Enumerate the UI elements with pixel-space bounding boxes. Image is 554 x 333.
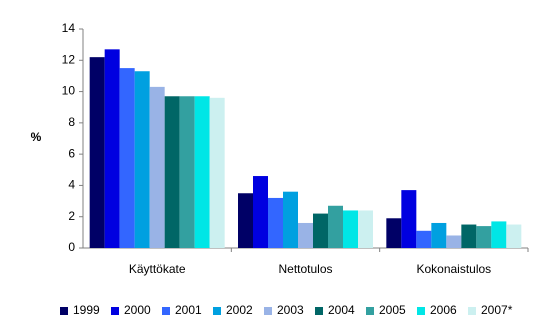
legend-label: 2004 bbox=[328, 303, 355, 317]
bar bbox=[104, 49, 120, 249]
legend-swatch bbox=[315, 307, 323, 315]
bar bbox=[431, 222, 447, 248]
bar bbox=[179, 96, 195, 248]
bar bbox=[194, 96, 210, 248]
legend-label: 2003 bbox=[277, 303, 304, 317]
legend-label: 2005 bbox=[379, 303, 406, 317]
bar bbox=[209, 97, 225, 248]
bar bbox=[328, 205, 343, 248]
bar bbox=[446, 235, 462, 248]
legend-label: 2002 bbox=[226, 303, 253, 317]
bar bbox=[461, 224, 477, 248]
bar bbox=[238, 193, 253, 248]
bar bbox=[491, 221, 507, 248]
bar bbox=[164, 96, 180, 248]
y-tick-label: 8 bbox=[68, 115, 75, 129]
legend-label: 2006 bbox=[430, 303, 457, 317]
legend-swatch bbox=[111, 307, 119, 315]
y-tick-label: 2 bbox=[68, 209, 75, 223]
legend-label: 1999 bbox=[73, 303, 100, 317]
legend-swatch bbox=[162, 307, 170, 315]
y-tick-label: 6 bbox=[68, 146, 75, 160]
legend-label: 2000 bbox=[124, 303, 151, 317]
bar bbox=[89, 57, 105, 249]
y-tick-label: 10 bbox=[62, 84, 76, 98]
legend-swatch bbox=[468, 307, 476, 315]
bar bbox=[149, 86, 165, 248]
bar bbox=[119, 68, 135, 248]
bar bbox=[298, 222, 313, 248]
x-tick-label: Käyttökate bbox=[129, 262, 186, 276]
bar bbox=[386, 218, 402, 248]
legend-swatch bbox=[366, 307, 374, 315]
bar bbox=[313, 213, 328, 248]
y-tick-label: 14 bbox=[62, 21, 76, 35]
bar bbox=[506, 224, 522, 248]
legend-swatch bbox=[213, 307, 221, 315]
bar bbox=[416, 230, 432, 248]
bar bbox=[283, 191, 298, 248]
bar bbox=[476, 226, 492, 248]
y-tick-label: 4 bbox=[68, 178, 75, 192]
y-axis-label: % bbox=[31, 130, 42, 144]
legend-label: 2007* bbox=[481, 303, 513, 317]
bar bbox=[268, 197, 283, 248]
bar bbox=[134, 71, 150, 248]
bar bbox=[253, 176, 268, 248]
x-tick-label: Nettotulos bbox=[278, 262, 332, 276]
y-tick-label: 12 bbox=[62, 52, 76, 66]
bar bbox=[343, 210, 358, 248]
legend-swatch bbox=[60, 307, 68, 315]
bar bbox=[401, 190, 417, 248]
x-tick-label: Kokonaistulos bbox=[416, 262, 491, 276]
legend-swatch bbox=[417, 307, 425, 315]
legend-swatch bbox=[264, 307, 272, 315]
legend-label: 2001 bbox=[175, 303, 202, 317]
bar bbox=[358, 210, 373, 248]
y-tick-label: 0 bbox=[68, 240, 75, 254]
